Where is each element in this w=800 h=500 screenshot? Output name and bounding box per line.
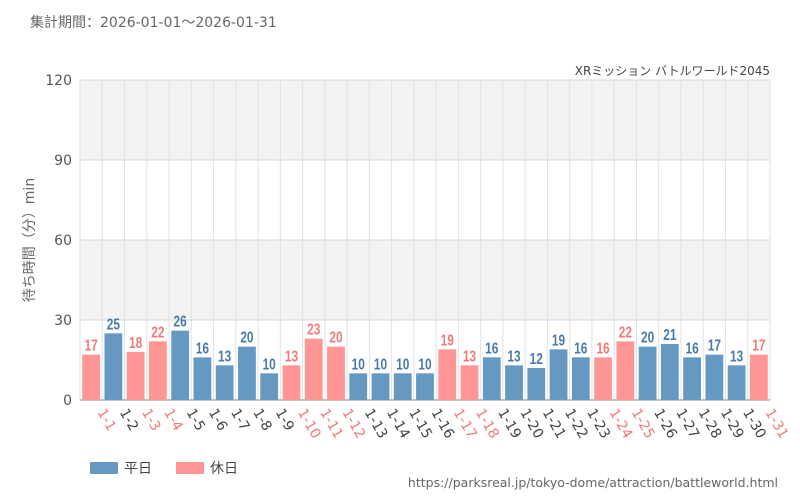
x-tick-label: 1-1 [94,406,119,434]
y-tick-label: 90 [54,153,72,169]
legend-holiday-swatch [176,462,204,474]
data-label: 16 [485,340,499,357]
bar-1-5 [171,330,190,400]
data-label: 16 [685,340,699,357]
x-tick-label: 1-7 [227,406,252,434]
bar-1-22 [549,349,568,400]
data-label: 19 [552,332,566,349]
x-tick-label: 1-8 [249,406,274,434]
chart-title: XRミッション バトルワールド2045 [574,64,770,78]
data-label: 17 [752,337,766,354]
data-label: 10 [374,356,388,373]
x-tick-label: 1-2 [116,406,141,434]
bar-1-27 [660,344,679,400]
data-label: 12 [530,351,544,368]
bar-1-20 [505,365,523,400]
bar-1-31 [749,354,768,400]
x-axis: 1-11-21-31-41-51-61-71-81-91-101-111-121… [94,406,791,442]
bar-1-12 [327,346,345,400]
y-tick-label: 0 [63,393,72,409]
data-label: 13 [730,348,744,365]
bar-1-29 [705,354,724,400]
data-label: 22 [619,324,633,341]
data-label: 20 [329,329,343,346]
data-label: 13 [218,348,232,365]
data-label: 17 [708,337,722,354]
bar-1-21 [527,368,546,400]
legend-weekday-label: 平日 [124,461,152,477]
data-label: 20 [641,329,655,346]
bar-1-11 [304,338,323,400]
data-label: 16 [196,340,210,357]
data-label: 18 [129,335,143,352]
bar-1-14 [371,373,390,400]
bar-1-4 [149,341,167,400]
bar-1-16 [416,373,434,400]
data-labels: 17 25 18 22 26 16 13 20 10 13 23 20 10 10 10 10 19 13 16 13… [85,313,766,372]
legend-holiday-label: 休日 [210,461,238,477]
source-url[interactable]: https://parksreal.jp/tokyo-dome/attracti… [407,475,778,490]
data-label: 23 [307,321,321,338]
data-label: 21 [663,327,677,344]
bar-1-23 [571,357,590,400]
bar-1-13 [349,373,368,400]
data-label: 10 [263,356,277,373]
x-tick-label: 1-9 [272,406,297,434]
bar-1-17 [438,349,457,400]
plot-band [80,160,770,240]
bar-1-10 [282,365,301,400]
data-label: 26 [174,313,188,330]
x-tick-label: 1-4 [160,406,185,434]
bars [82,330,768,400]
bar-1-28 [683,357,701,400]
bar-1-6 [193,357,212,400]
data-label: 13 [507,348,521,365]
x-tick-label: 1-5 [183,406,208,434]
legend: 平日 休日 [90,458,262,478]
legend-weekday: 平日 [90,458,152,478]
data-label: 10 [418,356,432,373]
legend-weekday-swatch [90,462,118,474]
y-tick-label: 120 [45,73,72,89]
data-label: 22 [151,324,165,341]
bar-1-15 [393,373,412,400]
x-tick-label: 1-31 [761,406,791,442]
bar-1-3 [126,352,145,400]
plot-band [80,80,770,160]
grid-lines [79,79,771,401]
plot-band [80,240,770,320]
data-label: 19 [441,332,455,349]
data-label: 25 [107,316,121,333]
bar-1-19 [482,357,501,400]
x-tick-label: 1-6 [205,406,230,434]
y-axis: 0 30 60 90 120 [45,73,72,409]
bar-1-30 [727,365,746,400]
bar-1-2 [104,333,123,400]
legend-holiday: 休日 [176,458,238,478]
bar-1-8 [238,346,256,400]
bar-1-26 [638,346,657,400]
data-label: 10 [396,356,410,373]
y-tick-label: 60 [54,233,72,249]
bar-1-18 [460,365,479,400]
period-label: 集計期間：2026-01-01～2026-01-31 [30,15,277,31]
data-label: 20 [240,329,254,346]
bar-1-25 [616,341,635,400]
bar-1-24 [594,357,612,400]
x-tick-label: 1-3 [138,406,163,434]
data-label: 16 [574,340,588,357]
bar-1-7 [215,365,234,400]
bar-1-1 [82,354,101,400]
data-label: 10 [352,356,366,373]
y-axis-label: 待ち時間（分）min [22,178,38,302]
data-label: 13 [463,348,477,365]
bar-1-9 [260,373,279,400]
data-label: 13 [285,348,299,365]
data-label: 17 [85,337,99,354]
y-tick-label: 30 [54,313,72,329]
data-label: 16 [596,340,610,357]
